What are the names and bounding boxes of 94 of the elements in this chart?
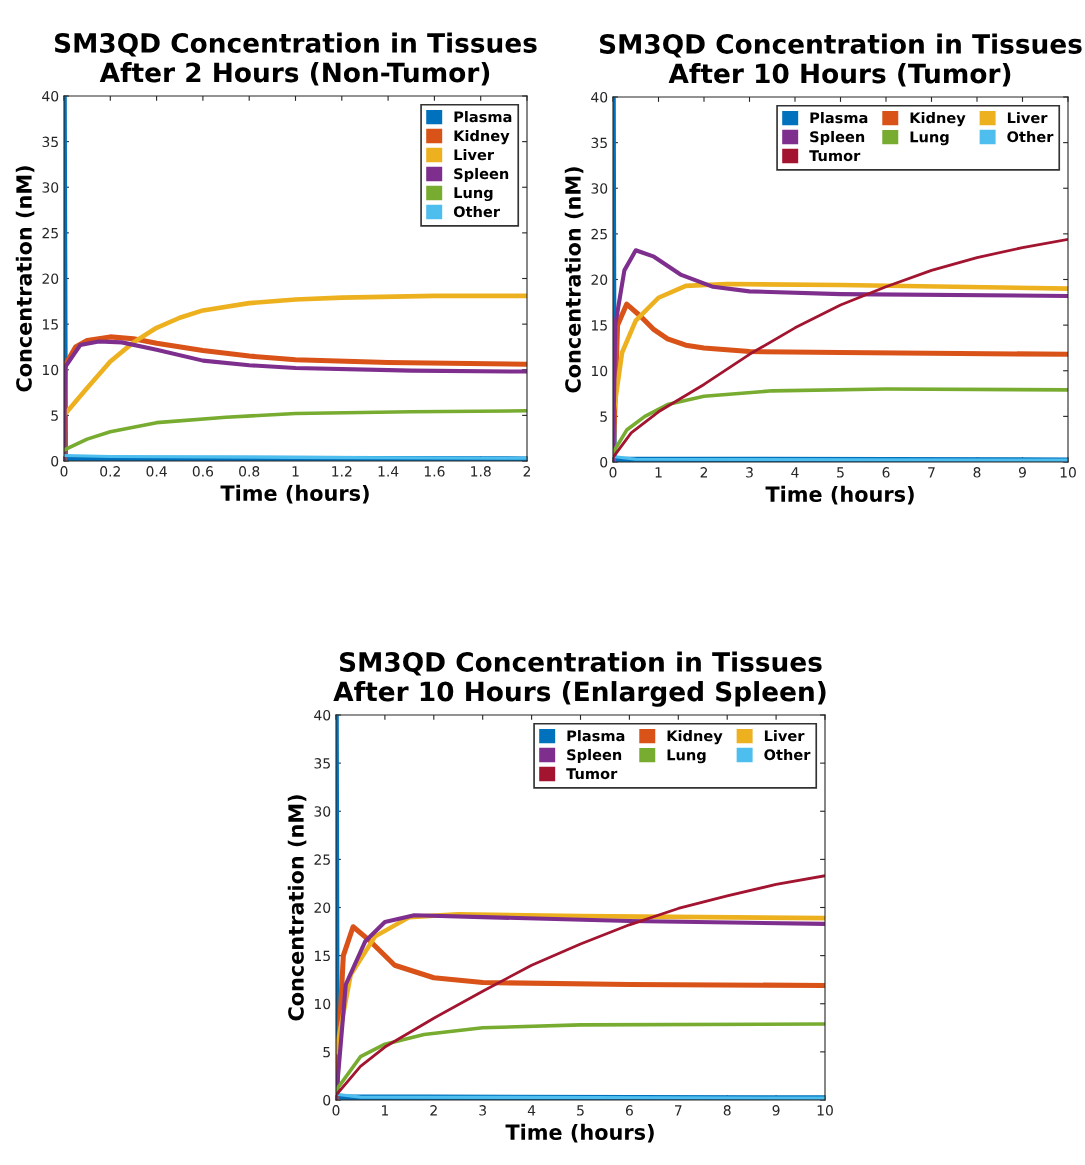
y-tick-label: 30 bbox=[314, 806, 331, 817]
x-tick-label: 10 bbox=[817, 1105, 833, 1116]
x-tick-label: 3 bbox=[746, 467, 753, 478]
legend-label: Spleen bbox=[810, 130, 865, 146]
y-tick-label: 25 bbox=[314, 854, 330, 865]
legend-label: Tumor bbox=[809, 150, 861, 162]
y-tick-label: 40 bbox=[314, 709, 331, 721]
x-tick-label: 1 bbox=[382, 1105, 389, 1116]
x-tick-label: 1 bbox=[655, 467, 662, 478]
legend-label: Kidney bbox=[910, 112, 966, 127]
y-tick-label: 25 bbox=[42, 227, 58, 239]
x-tick-label: 0.8 bbox=[239, 466, 260, 477]
x-tick-label: 1.4 bbox=[378, 466, 399, 477]
y-tick-label: 0 bbox=[600, 456, 608, 468]
x-tick-label: 1.2 bbox=[332, 466, 352, 477]
legend-label: Plasma bbox=[810, 112, 868, 124]
y-tick-label: 10 bbox=[591, 365, 608, 377]
x-tick-label: 1.6 bbox=[424, 466, 445, 477]
x-tick-label: 6 bbox=[882, 467, 890, 478]
x-tick-label: 2 bbox=[430, 1105, 437, 1116]
x-tick-label: 9 bbox=[772, 1105, 780, 1116]
legend-label: Lung bbox=[910, 131, 949, 146]
y-tick-label: 40 bbox=[42, 90, 59, 102]
legend-label: Lung bbox=[667, 749, 706, 764]
legend-label: Kidney bbox=[454, 129, 510, 145]
y-axis-title: Concentration (nM) bbox=[287, 795, 307, 1021]
y-tick-label: 15 bbox=[591, 320, 607, 331]
x-tick-label: 5 bbox=[577, 1105, 584, 1116]
legend-label: Other bbox=[453, 205, 500, 218]
legend-label: Plasma bbox=[567, 730, 625, 742]
x-tick-label: 0.4 bbox=[146, 466, 167, 477]
x-tick-label: 0.6 bbox=[192, 466, 214, 477]
x-tick-label: 5 bbox=[837, 467, 844, 478]
x-axis-title: Time (hours) bbox=[505, 1123, 654, 1143]
line-series bbox=[64, 409, 527, 452]
line-series bbox=[336, 1022, 825, 1093]
y-tick-label: 10 bbox=[314, 998, 331, 1010]
y-axis-title: Concentration (nM) bbox=[15, 166, 35, 392]
y-tick-label: 20 bbox=[314, 902, 331, 913]
legend-label: Lung bbox=[454, 187, 493, 202]
x-tick-label: 7 bbox=[675, 1105, 682, 1116]
x-tick-label: 4 bbox=[527, 1105, 536, 1116]
y-tick-label: 30 bbox=[42, 182, 59, 193]
x-tick-label: 0 bbox=[60, 466, 68, 477]
y-tick-label: 0 bbox=[51, 455, 59, 467]
legend-label: Spleen bbox=[567, 748, 622, 764]
y-tick-label: 35 bbox=[42, 136, 58, 148]
chart-title: SM3QD Concentration in Tissues After 10 Hours (Tumor) bbox=[599, 33, 1082, 87]
legend-label: Other bbox=[764, 748, 811, 761]
x-axis-title: Time (hours) bbox=[765, 485, 914, 505]
x-tick-label: 0 bbox=[332, 1105, 340, 1116]
x-tick-label: 7 bbox=[928, 467, 935, 478]
y-tick-label: 35 bbox=[591, 137, 607, 149]
legend-label: Spleen bbox=[454, 167, 509, 183]
x-tick-label: 0 bbox=[609, 467, 617, 478]
line-series bbox=[64, 293, 527, 418]
x-tick-label: 0.2 bbox=[100, 466, 120, 477]
x-tick-label: 8 bbox=[973, 467, 981, 478]
y-tick-label: 40 bbox=[591, 91, 608, 103]
legend-label: Tumor bbox=[566, 768, 618, 780]
legend-label: Kidney bbox=[667, 730, 723, 745]
legend-label: Other bbox=[1007, 130, 1054, 143]
y-tick-label: 5 bbox=[323, 1047, 330, 1058]
x-tick-label: 1 bbox=[292, 466, 299, 477]
x-axis-title: Time (hours) bbox=[220, 484, 369, 504]
y-tick-label: 5 bbox=[600, 411, 607, 422]
x-tick-label: 6 bbox=[625, 1105, 633, 1116]
x-tick-label: 4 bbox=[791, 467, 799, 478]
legend-label: Liver bbox=[764, 730, 805, 742]
y-tick-label: 10 bbox=[42, 364, 59, 376]
y-tick-label: 20 bbox=[591, 274, 608, 285]
y-tick-label: 15 bbox=[42, 319, 58, 330]
x-tick-label: 2 bbox=[523, 466, 531, 477]
y-axis-title: Concentration (nM) bbox=[564, 167, 584, 393]
legend-label: Liver bbox=[454, 148, 495, 161]
chart-title: SM3QD Concentration in Tissues After 10 Hours (Enlarged Spleen) bbox=[333, 651, 826, 707]
y-tick-label: 20 bbox=[42, 273, 59, 284]
x-tick-label: 9 bbox=[1018, 467, 1026, 478]
x-tick-label: 3 bbox=[479, 1105, 487, 1116]
y-tick-label: 0 bbox=[323, 1094, 331, 1106]
y-tick-label: 5 bbox=[51, 410, 58, 421]
line-series bbox=[336, 874, 825, 1097]
y-tick-label: 35 bbox=[314, 758, 330, 769]
x-tick-label: 2 bbox=[700, 467, 708, 478]
y-tick-label: 30 bbox=[591, 183, 608, 194]
legend-label: Liver bbox=[1007, 112, 1048, 124]
y-tick-label: 25 bbox=[591, 228, 607, 240]
x-tick-label: 8 bbox=[723, 1105, 731, 1116]
line-series bbox=[613, 387, 1068, 455]
x-tick-label: 10 bbox=[1060, 467, 1076, 478]
legend-label: Plasma bbox=[454, 111, 512, 123]
chart-title: SM3QD Concentration in Tissues After 2 Hours (Non-Tumor) bbox=[54, 32, 537, 86]
y-tick-label: 15 bbox=[314, 950, 330, 962]
x-tick-label: 1.8 bbox=[471, 466, 491, 477]
